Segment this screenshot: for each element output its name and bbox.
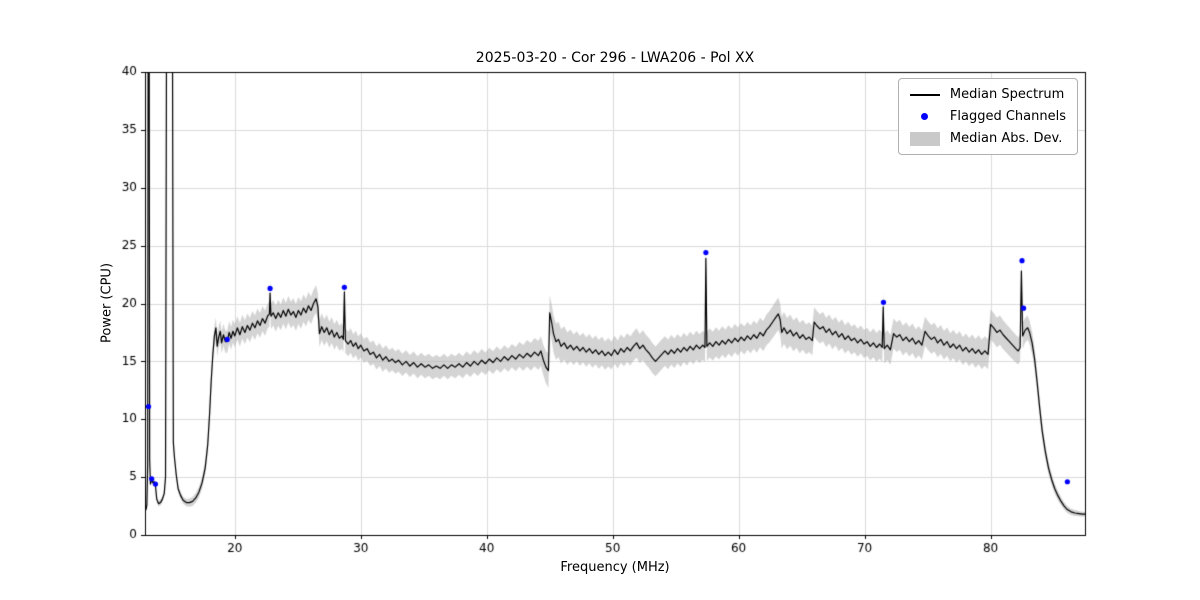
- chart-title: 2025-03-20 - Cor 296 - LWA206 - Pol XX: [475, 50, 755, 66]
- legend-item-median-spectrum: Median Spectrum: [909, 87, 1066, 102]
- legend-item-median-abs-dev: Median Abs. Dev.: [909, 131, 1066, 146]
- legend: Median Spectrum Flagged Channels Median …: [897, 78, 1078, 155]
- legend-item-flagged-channels: Flagged Channels: [910, 109, 1066, 124]
- flagged-channels-dot-swatch: [921, 113, 929, 120]
- legend-label-flagged-channels: Flagged Channels: [949, 109, 1066, 124]
- legend-swatch-area: [910, 113, 940, 120]
- y-axis-label: Power (CPU): [99, 262, 115, 344]
- median-spectrum-line-swatch: [909, 93, 940, 96]
- legend-label-median-spectrum: Median Spectrum: [949, 87, 1065, 102]
- legend-swatch-area: [909, 131, 940, 146]
- legend-swatch-area: [909, 93, 940, 96]
- legend-label-median-abs-dev: Median Abs. Dev.: [949, 131, 1063, 146]
- x-axis-label: Frequency (MHz): [560, 560, 670, 575]
- mad-patch-swatch: [909, 131, 940, 146]
